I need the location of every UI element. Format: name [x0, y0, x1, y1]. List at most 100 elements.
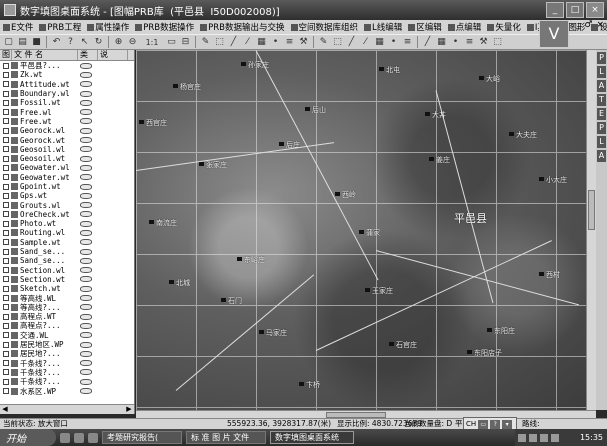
area-icon[interactable]: ▦ [437, 37, 446, 47]
layer-status-icon[interactable] [80, 332, 92, 339]
maximize-button[interactable]: □ [566, 2, 584, 18]
layer-visible-checkbox[interactable] [3, 285, 9, 292]
layer-row[interactable]: 平邑县?... [0, 61, 134, 70]
layer-visible-checkbox[interactable] [3, 220, 9, 227]
menu-item[interactable]: PRB数据输出与交换 [197, 21, 287, 33]
layer-status-icon[interactable] [80, 285, 92, 292]
layer-status-icon[interactable] [80, 127, 92, 134]
line-icon[interactable]: ⁄ [364, 37, 367, 47]
layer-icon[interactable]: ≡ [403, 37, 412, 47]
layer-visible-checkbox[interactable] [3, 146, 9, 153]
menu-item[interactable]: 区编辑 [405, 21, 445, 33]
ime-menu-icon[interactable]: ▾ [502, 419, 513, 429]
menu-item[interactable]: E文件 [0, 21, 36, 33]
layer-status-icon[interactable] [80, 164, 92, 171]
tool-icon[interactable]: ⚒ [479, 37, 488, 47]
side-tool-icon[interactable]: T [597, 94, 606, 106]
layer-row[interactable]: Photo.wt [0, 219, 134, 228]
layer-visible-checkbox[interactable] [3, 239, 9, 246]
layer-status-icon[interactable] [80, 109, 92, 116]
layer-row[interactable]: 居民地区.WP [0, 340, 134, 349]
layer-visible-checkbox[interactable] [3, 360, 9, 367]
layer-status-icon[interactable] [80, 322, 92, 329]
layer-row[interactable]: Boundary.wl [0, 89, 134, 98]
menu-item[interactable]: L线编辑 [361, 21, 405, 33]
map-hscroll-thumb[interactable] [326, 412, 386, 418]
edit-icon[interactable]: ✎ [201, 37, 210, 47]
draw-icon[interactable]: ╱ [230, 37, 237, 47]
map-hscrollbar[interactable] [136, 410, 596, 418]
layer-status-icon[interactable] [80, 137, 92, 144]
layer-row[interactable]: 居民地?... [0, 349, 134, 358]
layer-row[interactable]: Section.wl [0, 266, 134, 275]
layer-row[interactable]: Free.wt [0, 117, 134, 126]
layer-row[interactable]: 等高线?... [0, 303, 134, 312]
menu-item[interactable]: PRB数据操作 [132, 21, 197, 33]
layer-row[interactable]: Free.wl [0, 107, 134, 117]
side-tool-icon[interactable]: P [597, 122, 606, 134]
menu-item[interactable]: PRB工程 [36, 21, 84, 33]
layer-status-icon[interactable] [80, 229, 92, 236]
select-icon[interactable]: ⬚ [493, 37, 502, 47]
layer-status-icon[interactable] [80, 304, 92, 311]
layer-status-icon[interactable] [80, 62, 92, 69]
layer-row[interactable]: Geosoil.wl [0, 145, 134, 154]
layer-visible-checkbox[interactable] [3, 155, 9, 162]
layer-row[interactable]: Sand_se... [0, 256, 134, 265]
layer-visible-checkbox[interactable] [3, 118, 9, 125]
layer-row[interactable]: Grouts.wl [0, 200, 134, 210]
layer-visible-checkbox[interactable] [3, 137, 9, 144]
layer-status-icon[interactable] [80, 71, 92, 78]
layer-header-col-desc[interactable]: 说 [98, 50, 128, 60]
tool-icon[interactable]: ⚒ [299, 37, 308, 47]
quicklaunch-icon[interactable] [60, 432, 70, 443]
zoom-in-icon[interactable]: ⊕ [114, 37, 123, 47]
layer-row[interactable]: OreCheck.wt [0, 210, 134, 219]
taskbar-item[interactable]: 标 准 图 片 文件 [186, 431, 266, 444]
start-button[interactable]: 开始 [0, 429, 56, 446]
minimize-button[interactable]: _ [546, 2, 564, 18]
layer-header-col-visible[interactable]: 图 [2, 50, 12, 60]
side-tool-icon[interactable]: A [597, 80, 606, 92]
select-icon[interactable]: ⬚ [215, 37, 224, 47]
line-icon[interactable]: ⁄ [246, 37, 249, 47]
point-icon[interactable]: • [390, 37, 397, 47]
point-icon[interactable]: • [272, 37, 279, 47]
layer-visible-checkbox[interactable] [3, 369, 9, 376]
layer-visible-checkbox[interactable] [3, 81, 9, 88]
layer-visible-checkbox[interactable] [3, 71, 9, 78]
layer-status-icon[interactable] [80, 388, 92, 395]
zoom-value[interactable]: 1:1 [145, 37, 159, 47]
layer-row[interactable]: Gpoint.wt [0, 182, 134, 191]
layer-row[interactable]: Attitude.wt [0, 80, 134, 89]
layer-icon[interactable]: ≡ [465, 37, 474, 47]
layer-status-icon[interactable] [80, 118, 92, 125]
layer-status-icon[interactable] [80, 220, 92, 227]
menu-item[interactable]: 点编辑 [445, 21, 485, 33]
menu-item[interactable]: 矢量化 [484, 21, 524, 33]
layer-row[interactable]: 交通.WL [0, 331, 134, 340]
layer-visible-checkbox[interactable] [3, 248, 9, 255]
draw-icon[interactable]: ╱ [348, 37, 355, 47]
side-tool-icon[interactable]: P [597, 52, 606, 64]
layer-row[interactable]: Sketch.wt [0, 284, 134, 293]
layer-row[interactable]: 高程点?... [0, 321, 134, 330]
layer-row[interactable]: Zk.wt [0, 70, 134, 79]
frame-icon[interactable]: ▭ [167, 37, 176, 47]
pointer-icon[interactable]: ↖ [80, 37, 89, 47]
layer-status-icon[interactable] [80, 350, 92, 357]
layer-icon[interactable]: ≡ [285, 37, 294, 47]
layer-visible-checkbox[interactable] [3, 211, 9, 218]
taskbar-item-active[interactable]: 数字填图桌面系统 [270, 431, 354, 444]
undo-icon[interactable]: ↶ [52, 37, 61, 47]
area-icon[interactable]: ▦ [257, 37, 266, 47]
layer-row[interactable]: Routing.wl [0, 228, 134, 237]
side-tool-icon[interactable]: E [597, 108, 606, 120]
layer-visible-checkbox[interactable] [3, 62, 9, 69]
layer-visible-checkbox[interactable] [3, 164, 9, 171]
edit-icon[interactable]: ✎ [319, 37, 328, 47]
select-icon[interactable]: ⬚ [333, 37, 342, 47]
quicklaunch-icon[interactable] [74, 432, 84, 443]
zoom-out-icon[interactable]: ⊖ [128, 37, 137, 47]
layer-visible-checkbox[interactable] [3, 322, 9, 329]
